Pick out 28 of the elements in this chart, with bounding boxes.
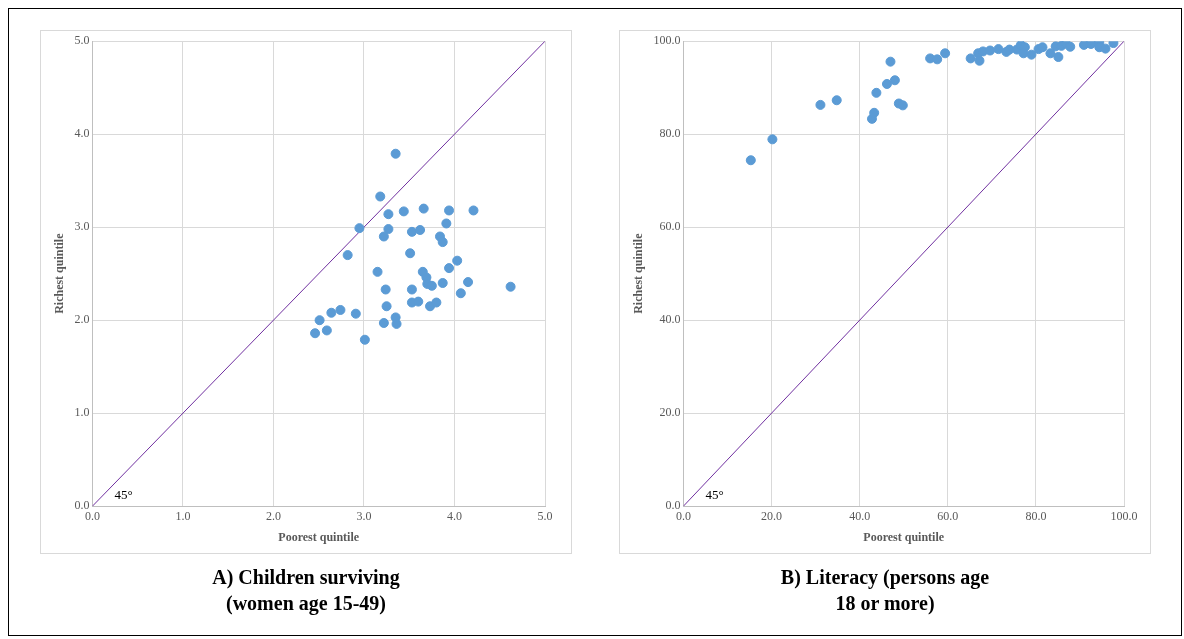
y-tick-label: 4.0	[74, 126, 90, 141]
x-axis-title: Poorest quintile	[863, 529, 945, 544]
y-axis-title: Richest quintile	[631, 232, 646, 314]
annotation: 45°	[705, 487, 724, 503]
annotation: 45°	[114, 487, 133, 503]
x-tick-label: 40.0	[849, 508, 871, 523]
x-tick-label: 20.0	[761, 508, 783, 523]
x-tick-label: 4.0	[446, 508, 462, 523]
y-tick-label: 40.0	[659, 312, 681, 327]
x-tick-label: 2.0	[265, 508, 281, 523]
y-tick-label: 3.0	[74, 219, 90, 234]
y-tick-label: 20.0	[659, 405, 681, 420]
x-tick-label: 80.0	[1025, 508, 1047, 523]
y-tick-label: 60.0	[659, 219, 681, 234]
x-tick-label: 1.0	[175, 508, 191, 523]
x-tick-label: 3.0	[356, 508, 372, 523]
x-tick-label: 100.0	[1110, 508, 1138, 523]
y-tick-label: 5.0	[74, 33, 90, 48]
y-tick-label: 1.0	[74, 405, 90, 420]
y-tick-label: 80.0	[659, 126, 681, 141]
text: A) Children surviving (women age 15-49)	[212, 565, 400, 616]
x-tick-label: 5.0	[537, 508, 553, 523]
y-tick-label: 100.0	[653, 33, 681, 48]
x-axis-title: Poorest quintile	[278, 529, 360, 544]
x-tick-label: 60.0	[937, 508, 959, 523]
y-axis-title: Richest quintile	[52, 232, 67, 314]
y-tick-label: 2.0	[74, 312, 90, 327]
text: B) Literacy (persons age 18 or more)	[780, 565, 990, 616]
